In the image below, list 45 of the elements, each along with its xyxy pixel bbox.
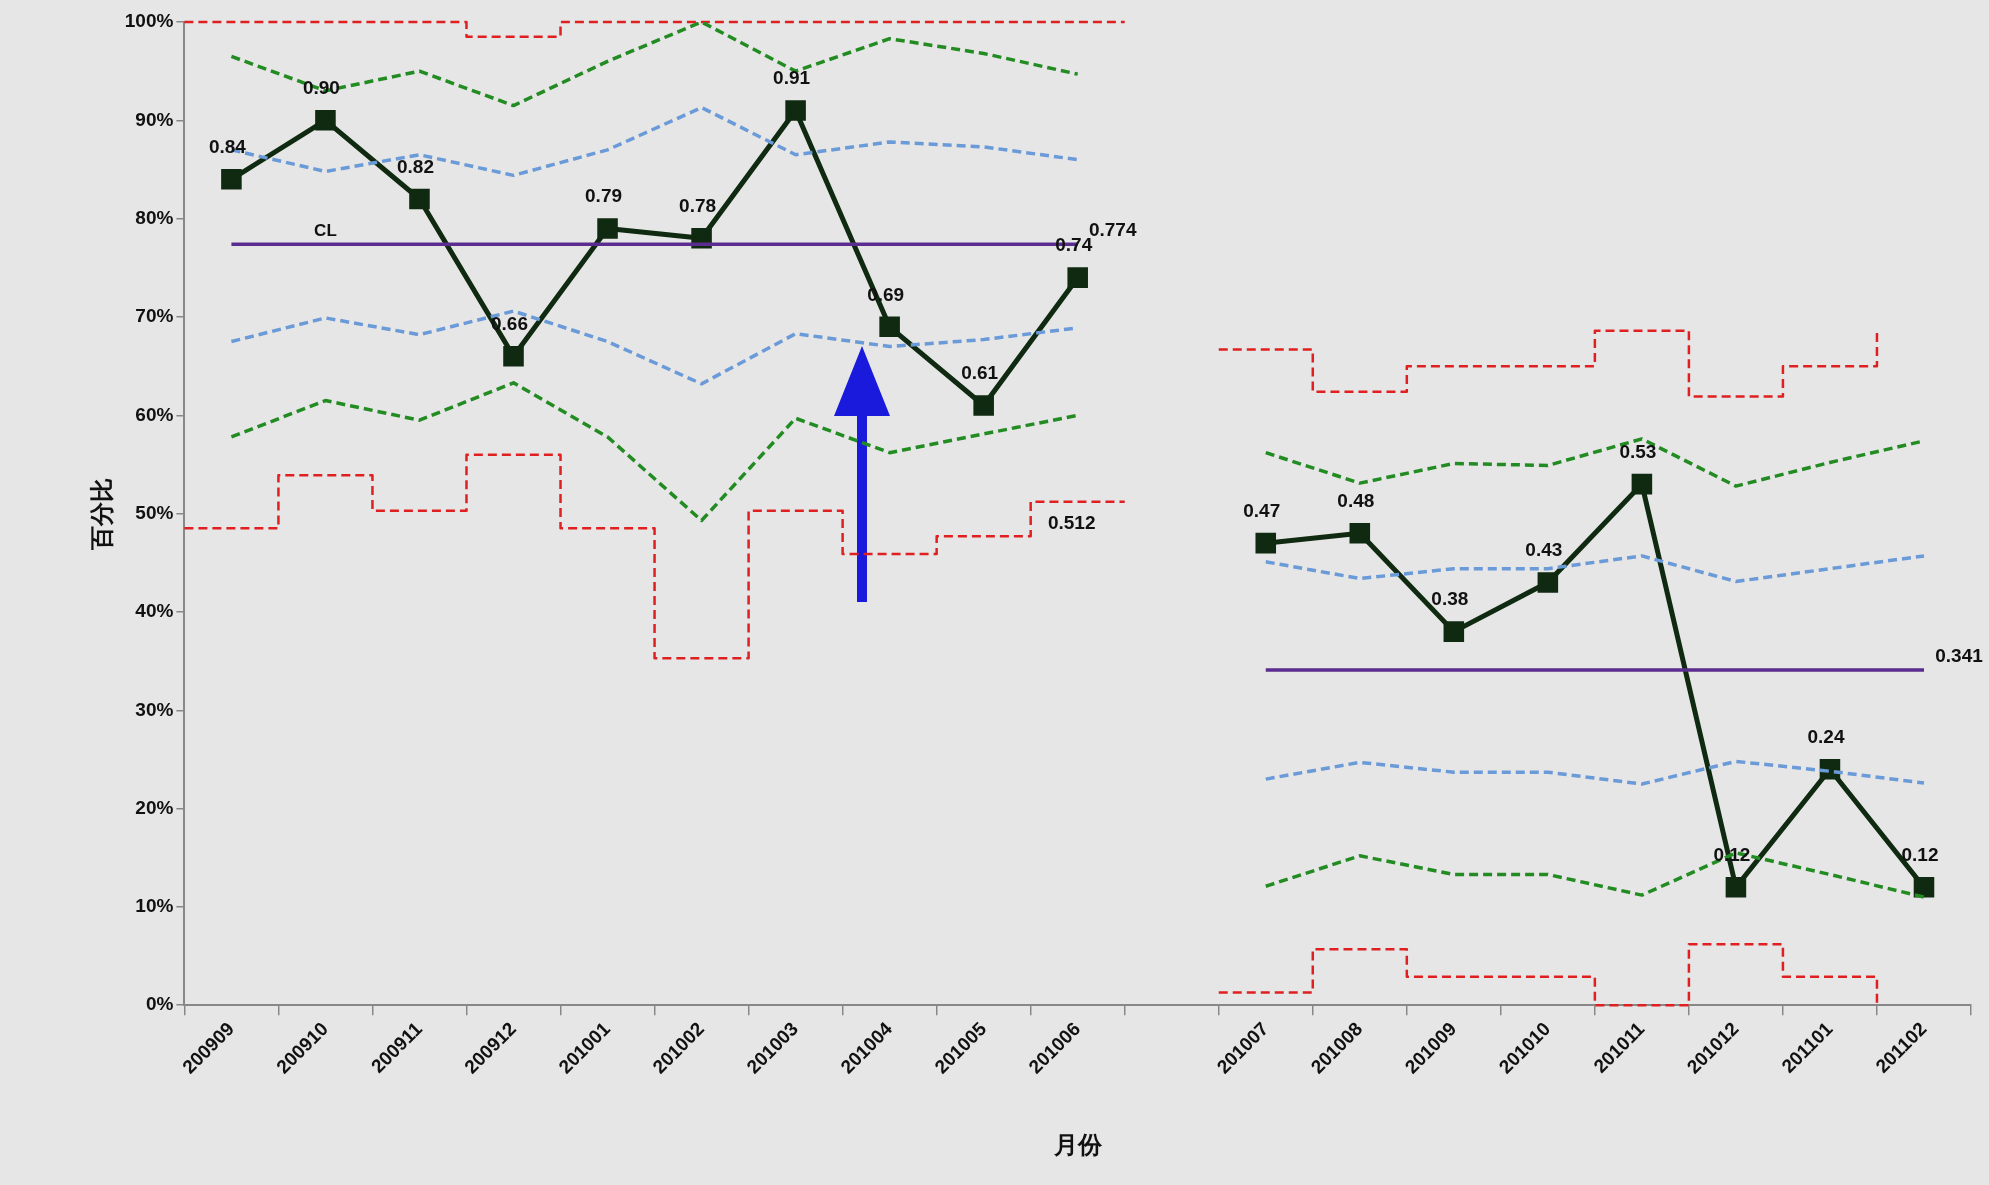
y-tick-label: 100% xyxy=(124,10,174,32)
point xyxy=(1067,267,1088,288)
y-tick-label: 40% xyxy=(135,600,174,622)
data-label: 0.53 xyxy=(1619,440,1657,462)
data-label: 0.82 xyxy=(396,155,434,177)
x-axis-title: 月份 xyxy=(1052,1131,1103,1159)
y-tick-label: 50% xyxy=(135,501,174,523)
point xyxy=(973,395,994,416)
point xyxy=(1349,523,1371,544)
y-tick-label: 30% xyxy=(135,698,174,720)
y-tick-label: 90% xyxy=(135,108,174,130)
point xyxy=(879,316,900,338)
data-label: 0.79 xyxy=(585,185,623,207)
data-label: 0.47 xyxy=(1243,499,1281,521)
data-label: 0.91 xyxy=(773,67,811,89)
data-label: 0.512 xyxy=(1047,511,1096,533)
point xyxy=(221,169,242,190)
y-tick-label: 80% xyxy=(135,206,174,228)
point xyxy=(409,188,430,210)
y-tick-label: 0% xyxy=(145,993,174,1015)
y-tick-label: 10% xyxy=(135,895,174,917)
point xyxy=(1631,473,1653,495)
point xyxy=(1913,876,1935,898)
data-label: 0.24 xyxy=(1807,726,1845,747)
point xyxy=(1443,621,1465,642)
point xyxy=(1255,532,1277,554)
data-label: 0.78 xyxy=(679,195,717,217)
y-tick-label: 70% xyxy=(135,305,174,327)
annotation: CL xyxy=(314,221,337,241)
point xyxy=(315,110,336,131)
data-label: 0.61 xyxy=(961,362,999,384)
point xyxy=(503,346,524,367)
y-tick-label: 60% xyxy=(135,403,174,425)
point xyxy=(785,100,806,121)
data-label: 0.12 xyxy=(1901,843,1939,865)
point xyxy=(1725,876,1747,898)
data-label: 0.84 xyxy=(208,136,247,158)
data-label: 0.341 xyxy=(1935,644,1984,666)
y-axis-title: 百分比 xyxy=(88,477,116,551)
data-label: 0.38 xyxy=(1431,588,1469,610)
y-tick-label: 20% xyxy=(135,796,174,818)
data-label: 0.43 xyxy=(1525,539,1563,561)
data-label: 0.48 xyxy=(1337,490,1375,512)
point xyxy=(597,218,618,239)
point xyxy=(1537,572,1559,593)
